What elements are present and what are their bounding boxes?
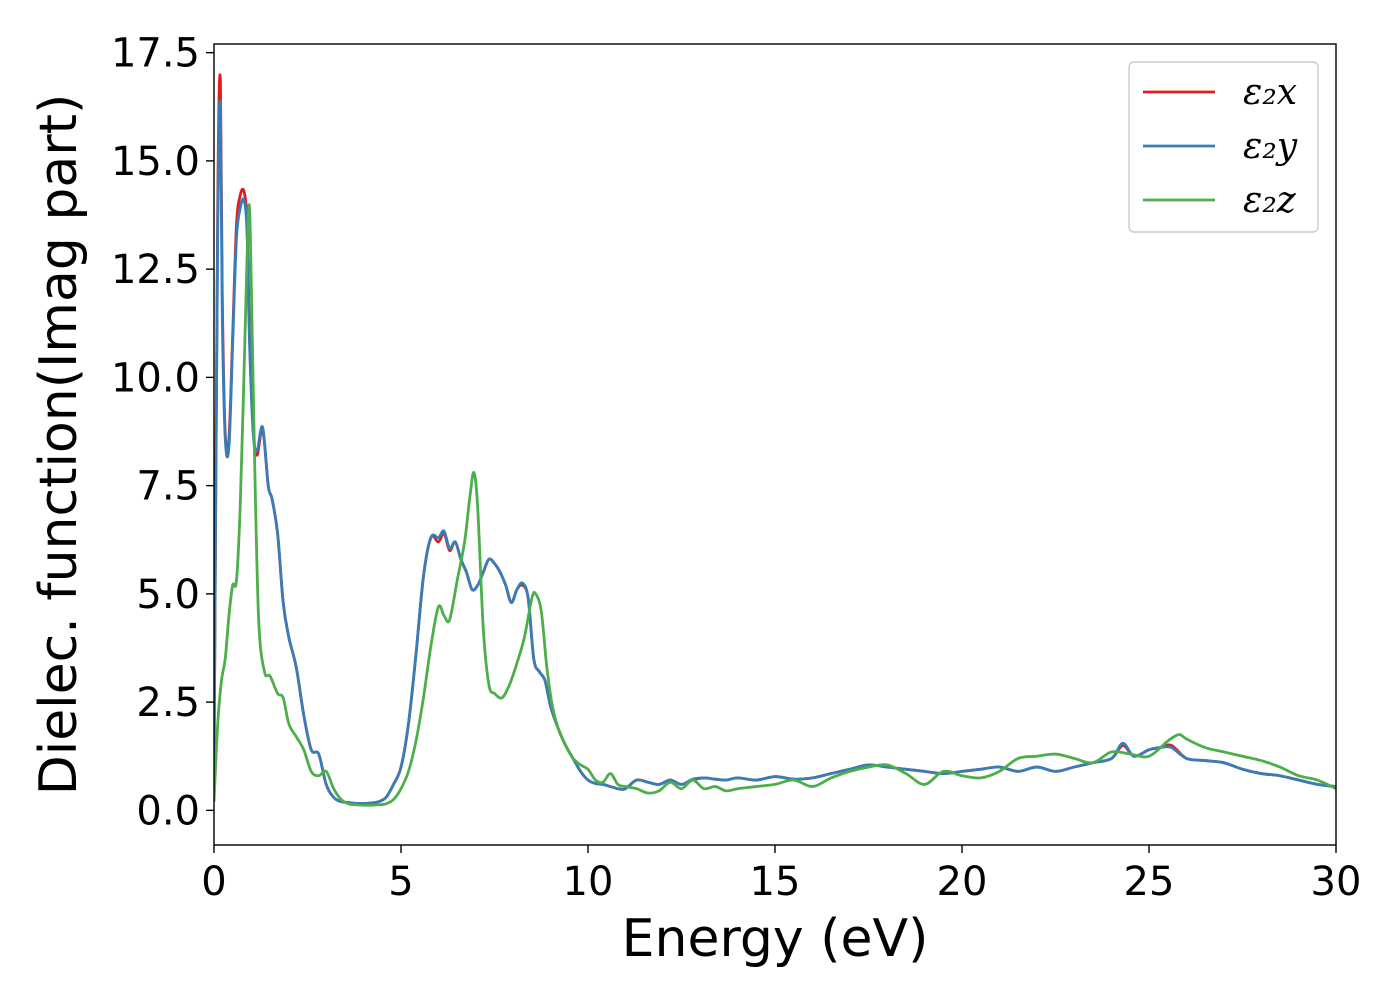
series-line-2	[214, 99, 1336, 805]
legend-label-2: ε₂y	[1243, 126, 1298, 167]
tick-layer: 0 5 10 15 20 25 30 0.0 2.5 5.0 7.5 10.0 12.5 15.0 17.5	[111, 31, 1362, 905]
x-tick-label: 20	[937, 859, 988, 905]
y-tick-label: 10.0	[111, 355, 200, 401]
x-tick-label: 30	[1311, 859, 1362, 905]
y-tick-label: 17.5	[111, 31, 200, 77]
x-tick-label: 5	[388, 859, 413, 905]
legend-items: ε₂x ε₂y ε₂z	[1143, 72, 1298, 221]
legend-box	[1128, 61, 1319, 233]
y-tick-label: 12.5	[111, 247, 200, 293]
x-tick-label: 10	[563, 859, 614, 905]
x-tick-label: 25	[1124, 859, 1175, 905]
y-tick-label: 2.5	[136, 680, 200, 726]
x-tick-label: 15	[750, 859, 801, 905]
y-tick-label: 15.0	[111, 139, 200, 185]
series-line-3	[214, 203, 1336, 807]
x-tick-label: 0	[201, 859, 226, 905]
x-axis-title: Energy (eV)	[622, 909, 929, 969]
y-tick-label: 7.5	[136, 464, 200, 510]
series-layer	[214, 73, 1336, 807]
y-tick-label: 5.0	[136, 572, 200, 618]
y-tick-label: 0.0	[136, 788, 200, 834]
legend-label-1: ε₂x	[1243, 72, 1297, 113]
legend-label-3: ε₂z	[1243, 180, 1297, 221]
legend: ε₂x ε₂y ε₂z	[1128, 61, 1319, 233]
y-axis-title: Dielec. function(Imag part)	[29, 94, 89, 796]
